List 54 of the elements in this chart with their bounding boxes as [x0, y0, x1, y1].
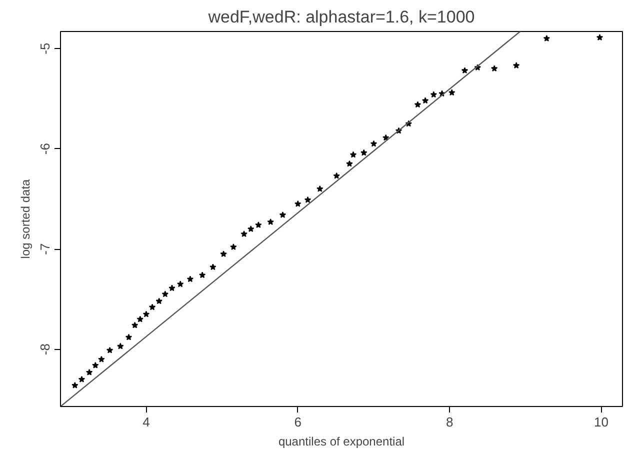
- point: [267, 218, 274, 225]
- x-tick-label: 10: [594, 414, 609, 430]
- point: [156, 298, 162, 304]
- x-tick-label: 4: [142, 414, 150, 430]
- point: [430, 91, 438, 98]
- y-tick-label: -7: [38, 243, 52, 255]
- point: [125, 334, 132, 340]
- point: [304, 196, 312, 203]
- point: [346, 160, 353, 167]
- x-tick-label: 6: [294, 414, 302, 430]
- point: [279, 211, 286, 218]
- point: [198, 272, 206, 278]
- point: [210, 264, 216, 270]
- point: [186, 276, 194, 282]
- y-tick-label: -8: [38, 344, 52, 356]
- point: [294, 200, 302, 207]
- point: [414, 101, 422, 108]
- point: [255, 222, 262, 228]
- point: [162, 290, 169, 298]
- point: [448, 89, 456, 96]
- point: [136, 316, 144, 322]
- point: [512, 62, 520, 69]
- point: [168, 284, 176, 292]
- point: [106, 346, 114, 354]
- point: [148, 304, 156, 310]
- y-tick-label: -6: [38, 143, 52, 155]
- point: [422, 97, 429, 104]
- point: [131, 322, 138, 328]
- point: [176, 280, 184, 288]
- point: [316, 185, 324, 192]
- chart-title: wedF,wedR: alphastar=1.6, k=1000: [207, 8, 475, 26]
- point: [350, 151, 357, 158]
- point: [117, 342, 124, 350]
- point: [490, 65, 498, 72]
- y-axis-title: log sorted data: [18, 178, 32, 259]
- point: [86, 368, 93, 376]
- y-tick-label: -5: [38, 42, 52, 54]
- point: [370, 140, 378, 147]
- point: [248, 226, 254, 232]
- point: [78, 376, 86, 382]
- x-axis-title: quantiles of exponential: [278, 434, 405, 448]
- point: [333, 172, 340, 179]
- point: [230, 244, 237, 250]
- x-tick-label: 8: [446, 414, 454, 430]
- point: [92, 362, 99, 368]
- point: [142, 310, 150, 318]
- point: [360, 149, 368, 156]
- point: [240, 230, 248, 237]
- point: [461, 67, 468, 74]
- point: [220, 250, 227, 258]
- point: [98, 356, 105, 362]
- point: [72, 382, 78, 388]
- point: [543, 35, 550, 42]
- point: [596, 34, 604, 40]
